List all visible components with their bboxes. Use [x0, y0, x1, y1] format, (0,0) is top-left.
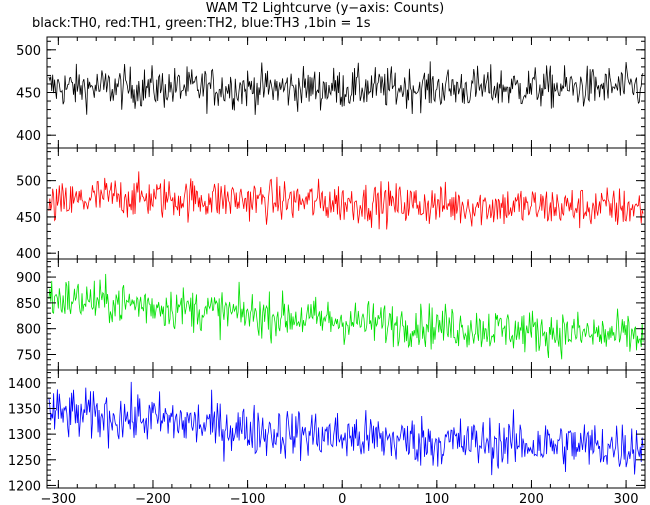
y-tick-label: 500 — [16, 44, 41, 59]
y-tick-label: 400 — [16, 129, 41, 144]
y-tick-label: 1200 — [8, 479, 41, 494]
series-line-2 — [48, 273, 644, 360]
y-tick-label: 1300 — [8, 428, 41, 443]
chart-subtitle: black:TH0, red:TH1, green:TH2, blue:TH3 … — [32, 16, 371, 31]
y-tick-label: 400 — [16, 247, 41, 262]
series-line-0 — [48, 61, 644, 115]
panel-frame-1 — [46, 147, 646, 260]
y-tick-label: 1400 — [8, 377, 41, 392]
y-tick-label: 850 — [16, 297, 41, 312]
x-tick-label: 300 — [614, 492, 639, 505]
chart-title: WAM T2 Lightcurve (y−axis: Counts) — [205, 1, 445, 16]
x-tick-label: 100 — [424, 492, 449, 505]
y-tick-label: 800 — [16, 323, 41, 338]
x-tick-label: 200 — [519, 492, 544, 505]
x-tick-label: −300 — [40, 492, 76, 505]
y-tick-label: 1250 — [8, 454, 41, 469]
y-tick-label: 900 — [16, 271, 41, 286]
y-tick-label: 450 — [16, 211, 41, 226]
x-tick-label: 0 — [338, 492, 346, 505]
y-tick-label: 750 — [16, 349, 41, 364]
series-line-3 — [48, 381, 644, 476]
panel-frame-2 — [46, 258, 646, 371]
x-tick-label: −100 — [230, 492, 266, 505]
y-tick-label: 500 — [16, 175, 41, 190]
x-tick-label: −200 — [135, 492, 171, 505]
y-tick-label: 450 — [16, 87, 41, 102]
series-line-1 — [48, 171, 644, 230]
y-tick-label: 1350 — [8, 402, 41, 417]
